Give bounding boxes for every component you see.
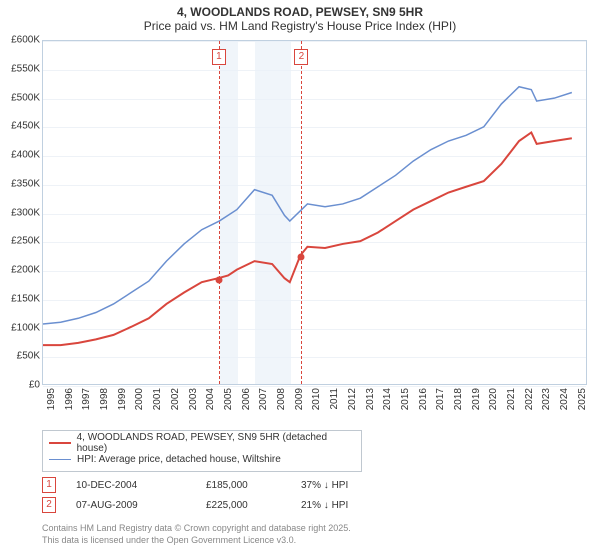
series-property <box>43 132 572 345</box>
y-axis-tick: £350K <box>0 178 40 189</box>
sale-point <box>298 253 305 260</box>
footer-text: Contains HM Land Registry data © Crown c… <box>42 522 351 546</box>
y-axis-tick: £250K <box>0 236 40 247</box>
footer-line-2: This data is licensed under the Open Gov… <box>42 534 351 546</box>
marker-delta: 21% ↓ HPI <box>301 500 396 511</box>
legend-row: 4, WOODLANDS ROAD, PEWSEY, SN9 5HR (deta… <box>49 435 355 451</box>
marker-row-1: 1 10-DEC-2004£185,00037% ↓ HPI <box>42 475 396 495</box>
y-axis-tick: £50K <box>0 351 40 362</box>
marker-date: 10-DEC-2004 <box>76 480 206 491</box>
x-axis-tick: 2014 <box>382 388 393 428</box>
page-subtitle: Price paid vs. HM Land Registry's House … <box>0 19 600 33</box>
x-axis-tick: 2008 <box>276 388 287 428</box>
y-axis-tick: £500K <box>0 92 40 103</box>
y-axis-tick: £400K <box>0 150 40 161</box>
x-axis-tick: 2016 <box>418 388 429 428</box>
x-axis-tick: 2023 <box>541 388 552 428</box>
x-axis-tick: 2011 <box>329 388 340 428</box>
y-axis-tick: £100K <box>0 322 40 333</box>
sale-point <box>215 276 222 283</box>
x-axis-tick: 2002 <box>170 388 181 428</box>
series-hpi <box>43 87 572 324</box>
x-axis-tick: 2017 <box>435 388 446 428</box>
page-title: 4, WOODLANDS ROAD, PEWSEY, SN9 5HR <box>0 5 600 19</box>
legend-label: HPI: Average price, detached house, Wilt… <box>77 454 281 465</box>
x-axis-tick: 2007 <box>258 388 269 428</box>
y-axis-tick: £150K <box>0 293 40 304</box>
x-axis-tick: 2024 <box>559 388 570 428</box>
legend-swatch <box>49 459 71 460</box>
x-axis-tick: 2005 <box>223 388 234 428</box>
marker-box: 2 <box>42 497 56 513</box>
x-axis-tick: 2021 <box>506 388 517 428</box>
footer-line-1: Contains HM Land Registry data © Crown c… <box>42 522 351 534</box>
x-axis-tick: 2003 <box>188 388 199 428</box>
x-axis-tick: 1998 <box>99 388 110 428</box>
legend-label: 4, WOODLANDS ROAD, PEWSEY, SN9 5HR (deta… <box>77 432 355 454</box>
x-axis-tick: 1996 <box>64 388 75 428</box>
y-axis-tick: £600K <box>0 35 40 46</box>
x-axis-tick: 1999 <box>117 388 128 428</box>
marker-box: 1 <box>42 477 56 493</box>
x-axis-tick: 2009 <box>294 388 305 428</box>
x-axis-tick: 2019 <box>471 388 482 428</box>
x-axis-tick: 2022 <box>524 388 535 428</box>
legend-swatch <box>49 442 71 444</box>
y-axis-tick: £550K <box>0 63 40 74</box>
x-axis-tick: 2010 <box>311 388 322 428</box>
marker-date: 07-AUG-2009 <box>76 500 206 511</box>
price-chart: 12 <box>42 40 587 385</box>
x-axis-tick: 2006 <box>241 388 252 428</box>
marker-price: £185,000 <box>206 480 301 491</box>
x-axis-tick: 2004 <box>205 388 216 428</box>
y-axis-tick: £450K <box>0 121 40 132</box>
y-axis-tick: £0 <box>0 380 40 391</box>
x-axis-tick: 2013 <box>365 388 376 428</box>
x-axis-tick: 2012 <box>347 388 358 428</box>
x-axis-tick: 2001 <box>152 388 163 428</box>
x-axis-tick: 2018 <box>453 388 464 428</box>
y-axis-tick: £300K <box>0 207 40 218</box>
markers-table: 1 10-DEC-2004£185,00037% ↓ HPI 2 07-AUG-200… <box>42 475 396 515</box>
x-axis-tick: 2020 <box>488 388 499 428</box>
legend-box: 4, WOODLANDS ROAD, PEWSEY, SN9 5HR (deta… <box>42 430 362 472</box>
x-axis-tick: 2025 <box>577 388 588 428</box>
marker-delta: 37% ↓ HPI <box>301 480 396 491</box>
x-axis-tick: 2015 <box>400 388 411 428</box>
marker-price: £225,000 <box>206 500 301 511</box>
x-axis-tick: 1997 <box>81 388 92 428</box>
x-axis-tick: 2000 <box>134 388 145 428</box>
marker-row-2: 2 07-AUG-2009£225,00021% ↓ HPI <box>42 495 396 515</box>
x-axis-tick: 1995 <box>46 388 57 428</box>
y-axis-tick: £200K <box>0 265 40 276</box>
